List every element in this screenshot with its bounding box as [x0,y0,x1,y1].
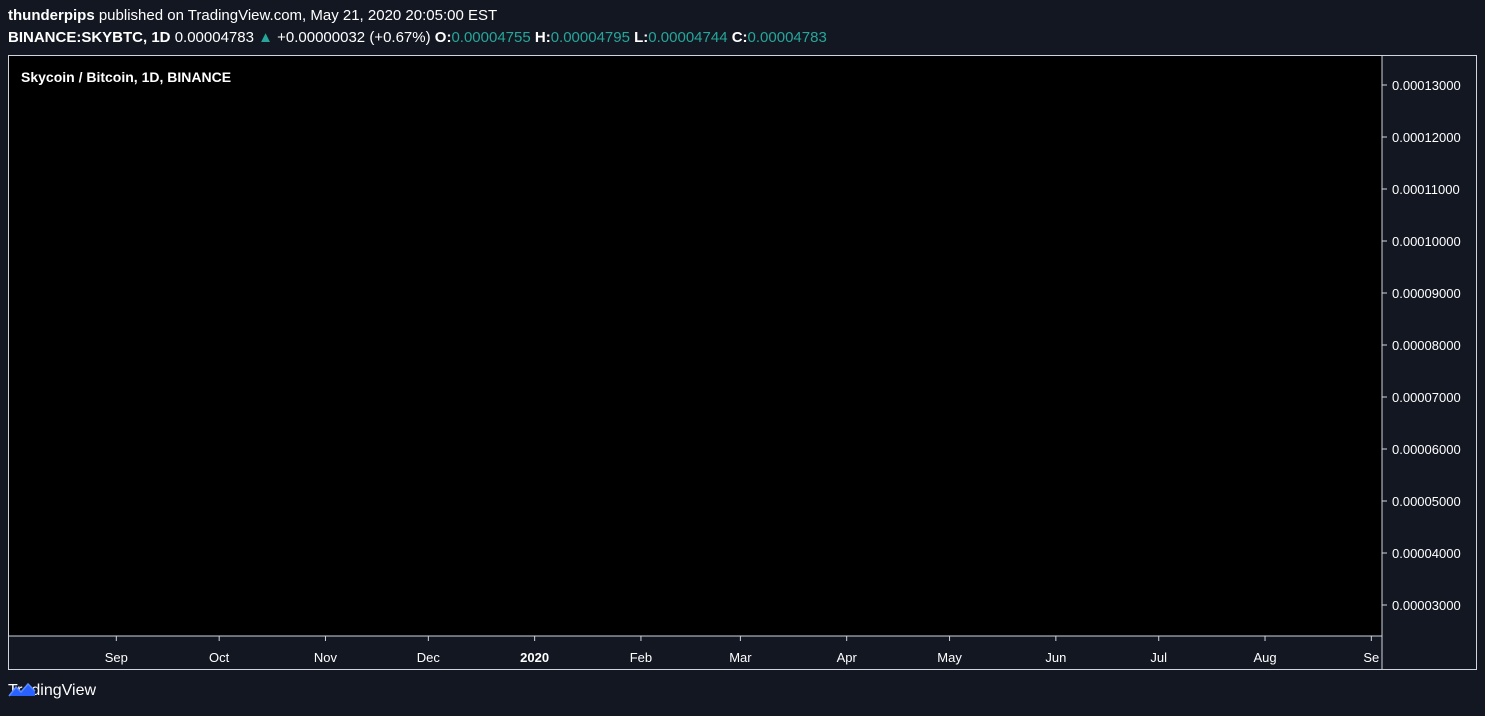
low-label: L: [634,29,649,46]
time-axis [9,636,1382,669]
y-tick-label: 0.00004000 [1392,546,1461,561]
published-text: published on TradingView.com, May 21, 20… [98,7,498,24]
y-tick-label: 0.00008000 [1392,338,1461,353]
plot-area [9,56,1382,636]
open-value: 0.00004755 [451,29,531,46]
x-tick-label: Jun [1045,650,1066,665]
price-axis [1382,56,1476,669]
x-tick-label: May [937,650,962,665]
y-tick-label: 0.00003000 [1392,598,1461,613]
x-tick-label: 2020 [520,650,549,665]
y-tick-label: 0.00012000 [1392,130,1461,145]
ohlc-line: BINANCE:SKYBTC, 1D 0.00004783 ▲ +0.00000… [8,29,827,46]
y-tick-label: 0.00006000 [1392,442,1461,457]
y-tick-label: 0.00011000 [1392,182,1460,197]
x-tick-label: Jul [1150,650,1167,665]
close-label: C: [731,29,748,46]
low-value: 0.00004744 [648,29,728,46]
chart-frame[interactable]: 0.00003000 0.00004000 0.00005000 0.00006000… [8,55,1477,670]
change-up-icon: ▲ [258,29,273,46]
y-tick-label: 0.00005000 [1392,494,1461,509]
x-tick-label: Sep [105,650,128,665]
x-tick-label: Oct [209,650,230,665]
tradingview-logo-icon[interactable] [8,682,36,698]
y-tick-label: 0.00010000 [1392,234,1461,249]
high-value: 0.00004795 [550,29,630,46]
author-name[interactable]: thunderpips [8,7,95,24]
high-label: H: [534,29,551,46]
y-tick-label: 0.00009000 [1392,286,1461,301]
price-change: +0.00000032 (+0.67%) [277,29,431,46]
symbol-label: BINANCE:SKYBTC, 1D [8,29,171,46]
y-tick-label: 0.00013000 [1392,78,1461,93]
x-tick-label: Feb [630,650,652,665]
x-tick-label: Aug [1253,650,1276,665]
x-tick-label: Nov [314,650,338,665]
x-tick-label: Mar [729,650,752,665]
last-price: 0.00004783 [174,29,254,46]
x-tick-label: Se [1363,650,1379,665]
open-label: O: [434,29,452,46]
x-tick-label: Apr [837,650,858,665]
price-chart[interactable]: 0.00003000 0.00004000 0.00005000 0.00006000… [9,56,1476,669]
chart-title: Skycoin / Bitcoin, 1D, BINANCE [21,69,231,85]
publish-line: thunderpips published on TradingView.com… [8,7,497,24]
footer: TradingView [8,682,96,700]
close-value: 0.00004783 [747,29,827,46]
y-tick-label: 0.00007000 [1392,390,1461,405]
x-tick-label: Dec [417,650,441,665]
